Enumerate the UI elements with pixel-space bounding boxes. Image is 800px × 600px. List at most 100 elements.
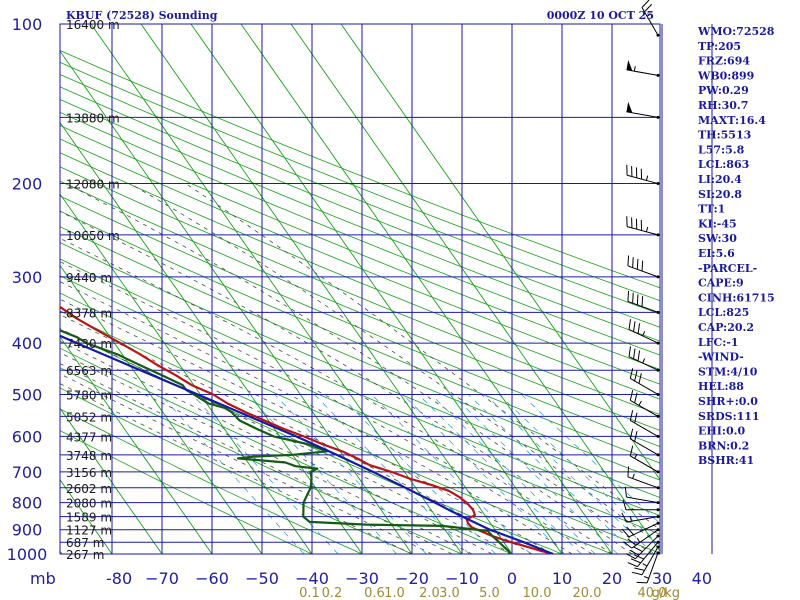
wind-barb [628, 319, 660, 345]
wind-barb-half [638, 400, 642, 406]
wind-barb [627, 290, 660, 314]
height-label: 12080 m [66, 178, 120, 192]
wind-barb-staff [630, 378, 659, 395]
wind-barb [622, 499, 660, 512]
temperature-point [538, 549, 541, 552]
isotherm [60, 336, 213, 554]
index-line: WMO:72528 [697, 25, 775, 38]
index-line: LI:20.4 [698, 173, 742, 186]
mixing-ratio-tick-label: 2.0 [419, 586, 440, 600]
temperature-point [429, 483, 432, 486]
wind-barb-full [627, 290, 630, 302]
temperature-point [139, 353, 141, 356]
temperature-point [321, 443, 323, 445]
wind-barb-full [632, 257, 634, 268]
wind-barb [627, 466, 660, 490]
pressure-unit-label: mb [30, 569, 56, 588]
wind-barb-full [624, 486, 627, 498]
dewpoint-point [308, 521, 311, 523]
mixing-ratio-tick-label: 0.6 [364, 586, 385, 600]
height-label: 267 m [66, 548, 104, 562]
wind-barb-full [636, 581, 648, 584]
wind-barb-full [636, 294, 639, 305]
wind-barb [641, 0, 660, 37]
dewpoint-point [508, 550, 511, 553]
parcel-point [76, 342, 78, 344]
dewpoint-point [503, 546, 505, 548]
wind-barb [625, 534, 660, 560]
wind-barb-staff [628, 329, 659, 344]
index-line: -PARCEL- [698, 262, 757, 275]
index-line: HEL:88 [698, 380, 744, 393]
parcel-point [295, 435, 298, 438]
moist-adiabat [65, 183, 653, 554]
wind-barb-full [631, 571, 643, 576]
parcel-point [248, 415, 250, 418]
dewpoint-point [309, 471, 312, 473]
wind-barb-origin [656, 501, 660, 505]
wind-barb [623, 528, 660, 549]
wind-barb-full [634, 431, 638, 442]
dry-adiabat [60, 408, 363, 554]
isotherm [60, 193, 313, 554]
dewpoint-point [508, 553, 510, 554]
index-line: -WIND- [698, 351, 744, 364]
wind-barb-full [629, 445, 634, 457]
wind-barb-half [642, 358, 646, 364]
wind-barb [624, 486, 660, 505]
temperature-point [467, 522, 469, 525]
dewpoint-point [116, 353, 118, 356]
parcel-point [522, 541, 525, 543]
wind-barb-full [638, 373, 642, 384]
height-label: 9440 m [66, 271, 112, 285]
temperature-tick-label: 0 [507, 569, 517, 588]
temperature-tick-label: −40 [295, 569, 329, 588]
wind-barb-full [637, 350, 641, 361]
chart-datetime: 0000Z 10 OCT 25 [547, 9, 654, 22]
wind-barb-full [627, 562, 638, 568]
wind-barb [631, 545, 660, 576]
wind-barb-origin [656, 521, 660, 525]
temperature-point [465, 501, 468, 504]
dry-adiabat [60, 258, 660, 517]
temperature-point [458, 496, 460, 498]
parcel-point [434, 501, 436, 504]
wind-barb [627, 255, 660, 279]
index-line: TH:5513 [698, 129, 751, 142]
wind-barb [629, 428, 660, 457]
wind-barb-origin [656, 486, 660, 490]
wind-barb-staff [628, 522, 659, 538]
wind-barb-staff [626, 174, 659, 185]
index-line: TP:205 [698, 40, 741, 53]
wind-barb-full [629, 410, 634, 421]
wind-barb-origin [656, 414, 660, 418]
parcel-point [335, 454, 338, 456]
index-line: MAXT:16.4 [698, 114, 766, 127]
index-line: CAP:20.2 [698, 321, 754, 334]
wind-barb-origin [656, 534, 660, 538]
wind-barb-staff [631, 529, 659, 549]
wind-barb-staff [641, 7, 659, 36]
parcel-point [372, 471, 374, 473]
dewpoint-point [237, 457, 239, 460]
pressure-tick-label: 300 [12, 268, 43, 287]
wind-barb-full [627, 466, 630, 477]
temperature-point [356, 457, 358, 460]
wind-barb-full [627, 255, 630, 266]
parcel-point [197, 393, 199, 396]
isotherm [90, 24, 463, 554]
wind-barb-staff [635, 535, 659, 560]
wind-barb-full [629, 368, 634, 379]
mixing-ratio-line [314, 394, 470, 554]
index-line: TT:1 [698, 203, 725, 216]
dewpoint-point [491, 535, 494, 537]
wind-barb [636, 551, 660, 584]
temperature-tick-label: 30 [652, 569, 672, 588]
wind-barb-origin [656, 545, 660, 549]
parcel-point [469, 519, 471, 521]
moist-adiabat [129, 183, 660, 546]
wind-barb-origin [656, 310, 660, 314]
parcel-point [5, 312, 7, 314]
pressure-tick-label: 1000 [7, 545, 48, 564]
